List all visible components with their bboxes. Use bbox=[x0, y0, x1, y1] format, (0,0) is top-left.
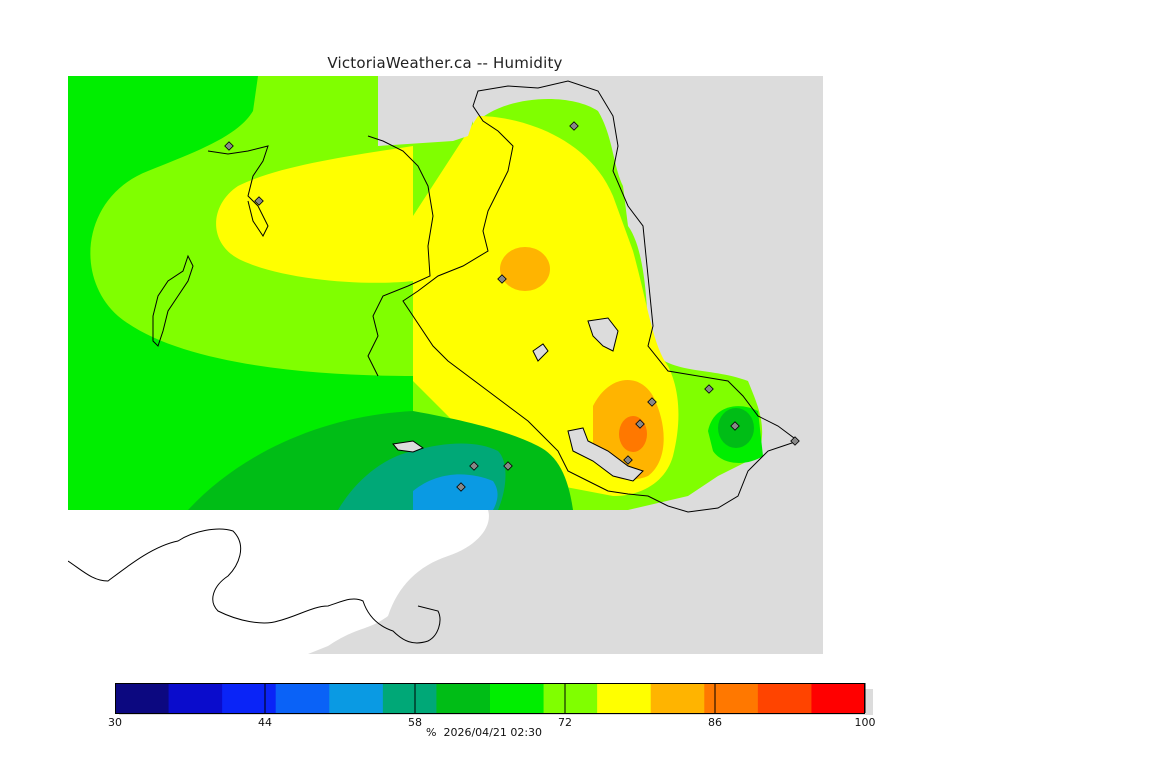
colorbar-bin bbox=[329, 683, 384, 713]
station-marker[interactable] bbox=[503, 461, 513, 471]
map-title: VictoriaWeather.ca -- Humidity bbox=[327, 54, 563, 72]
island-coastline bbox=[402, 80, 800, 513]
station-marker[interactable] bbox=[469, 461, 479, 471]
colorbar-tick-label: 100 bbox=[854, 716, 876, 729]
station-marker[interactable] bbox=[569, 121, 579, 131]
inlet-outline-2 bbox=[152, 254, 194, 347]
bc-coastline bbox=[367, 135, 434, 377]
colorbar-bin bbox=[222, 683, 277, 713]
colorbar-footer: % 2026/04/21 02:30 bbox=[426, 726, 542, 739]
colorbar-bin bbox=[490, 683, 545, 713]
colorbar-bin bbox=[704, 683, 759, 713]
station-marker[interactable] bbox=[224, 141, 234, 151]
station-marker[interactable] bbox=[730, 421, 740, 431]
inlet-outline bbox=[207, 145, 269, 237]
station-marker[interactable] bbox=[647, 397, 657, 407]
colorbar-bin bbox=[168, 683, 223, 713]
olympic-peninsula-outline bbox=[68, 528, 441, 644]
colorbar-tick-label: 86 bbox=[708, 716, 722, 729]
unit-label: % bbox=[426, 726, 437, 739]
timestamp: 2026/04/21 02:30 bbox=[443, 726, 543, 739]
colorbar-bin bbox=[757, 683, 812, 713]
colorbar-bin bbox=[382, 683, 437, 713]
colorbar-tick-label: 58 bbox=[408, 716, 422, 729]
colorbar-tick-label: 72 bbox=[558, 716, 572, 729]
colorbar-bins bbox=[115, 683, 866, 713]
weather-stations[interactable] bbox=[224, 121, 800, 492]
station-marker[interactable] bbox=[456, 482, 466, 492]
small-island-3 bbox=[392, 440, 425, 453]
colorbar-bin bbox=[650, 683, 705, 713]
colorbar-bin bbox=[275, 683, 330, 713]
small-island-1 bbox=[587, 317, 619, 352]
station-marker[interactable] bbox=[254, 196, 264, 206]
small-island-2 bbox=[532, 343, 549, 362]
mainland-no-data bbox=[68, 510, 489, 654]
humidity-colorbar bbox=[115, 683, 873, 715]
station-marker[interactable] bbox=[704, 384, 714, 394]
colorbar-bin bbox=[436, 683, 491, 713]
colorbar-bin bbox=[115, 683, 170, 713]
station-marker[interactable] bbox=[635, 419, 645, 429]
colorbar-tick-label: 30 bbox=[108, 716, 122, 729]
sea-mask bbox=[378, 76, 478, 146]
colorbar-ticks bbox=[115, 683, 866, 713]
harbour-outline bbox=[567, 427, 644, 482]
colorbar-frame bbox=[115, 683, 865, 714]
humidity-field-west bbox=[68, 76, 414, 510]
station-marker[interactable] bbox=[623, 455, 633, 465]
colorbar-bin bbox=[597, 683, 652, 713]
colorbar-tick-label: 44 bbox=[258, 716, 272, 729]
humidity-map[interactable] bbox=[68, 76, 823, 654]
station-marker[interactable] bbox=[790, 436, 800, 446]
colorbar-bin bbox=[543, 683, 598, 713]
station-marker[interactable] bbox=[497, 274, 507, 284]
colorbar-bin bbox=[811, 683, 866, 713]
